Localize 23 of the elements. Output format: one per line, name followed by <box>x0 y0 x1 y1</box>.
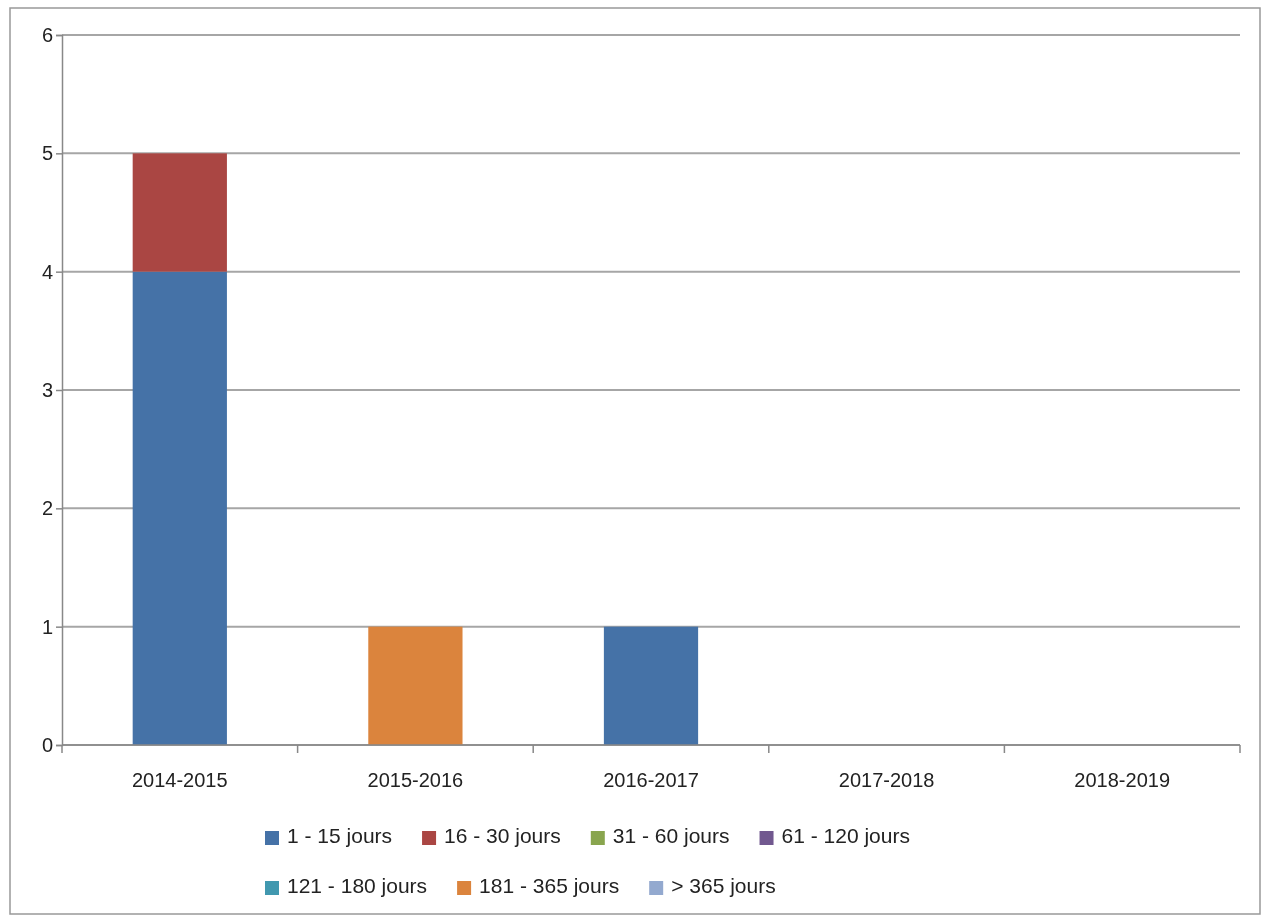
legend-label: 31 - 60 jours <box>612 824 730 847</box>
bar <box>132 153 227 272</box>
legend-label: 61 - 120 jours <box>781 824 910 847</box>
bar <box>132 271 227 745</box>
y-tick-label: 2 <box>41 497 53 520</box>
y-tick-label: 1 <box>41 615 53 638</box>
y-tick-label: 0 <box>41 733 53 756</box>
x-tick-label: 2018-2019 <box>1074 769 1171 791</box>
x-tick-label: 2015-2016 <box>367 769 464 791</box>
legend-label: 16 - 30 jours <box>444 824 561 847</box>
legend-label: > 365 jours <box>671 874 776 897</box>
y-tick-label: 5 <box>41 142 53 165</box>
legend-label: 1 - 15 jours <box>287 824 393 847</box>
bar <box>603 626 699 745</box>
x-tick-label: 2014-2015 <box>131 769 228 791</box>
y-tick-label: 3 <box>41 378 53 401</box>
bar <box>368 626 463 745</box>
legend-label: 121 - 180 jours <box>287 874 428 897</box>
y-tick-label: 4 <box>41 260 53 283</box>
y-tick-label: 6 <box>41 23 53 46</box>
x-tick-label: 2016-2017 <box>603 769 699 791</box>
x-tick-label: 2017-2018 <box>838 769 935 791</box>
legend-label: 181 - 365 jours <box>479 874 620 897</box>
